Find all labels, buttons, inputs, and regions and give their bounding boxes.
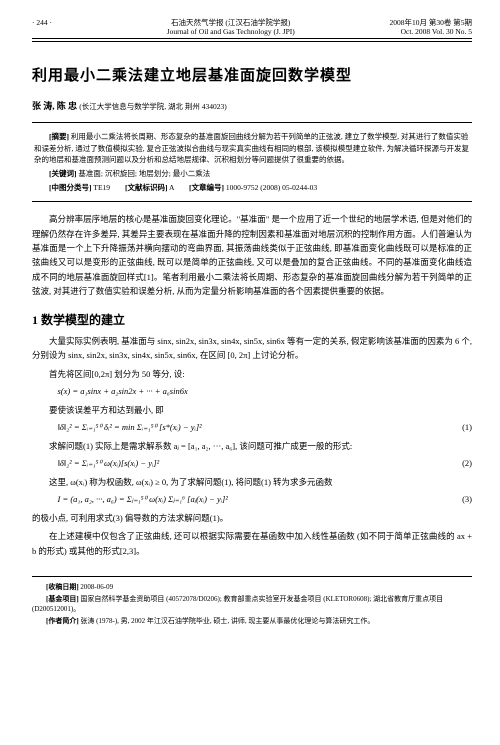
equation-3: I = (a₁, a₂, ···, a₆) = Σⱼ₌₁⁵⁰ ω(xᵢ) Σⱼ₌…	[58, 493, 473, 507]
issue-date-cn: 2008年10月 第30卷 第5期	[390, 18, 473, 27]
eqno-3: (3)	[462, 493, 472, 507]
paper-title: 利用最小二乘法建立地层基准面旋回数学模型	[32, 64, 472, 85]
abstract-block: [摘要] 利用最小二乘法将长周期、形态复杂的基准面旋回曲线分解为若干列简单的正弦…	[32, 122, 472, 202]
keywords-text: 基准面; 沉积旋回; 地层划分; 最小二乘法	[78, 169, 210, 178]
eqno-2: (2)	[462, 457, 472, 471]
fund-label: [基金项目]	[46, 595, 79, 603]
recdate-value: 2008-06-09	[80, 583, 113, 591]
issue-date-en: Oct. 2008 Vol. 30 No. 5	[390, 27, 473, 36]
keywords-label: [关键词]	[49, 169, 77, 178]
abstract-text: 利用最小二乘法将长周期、形态复杂的基准面旋回曲线分解为若干列简单的正弦波, 建立…	[34, 132, 469, 164]
author-names: 张 涛, 陈 忠	[32, 101, 77, 111]
recdate-label: [收稿日期]	[46, 583, 79, 591]
para-4: 求解问题(1) 实际上是需求解系数 aⱼ = [a₁, a₂, ···, a₆]…	[32, 439, 472, 453]
para-2: 首先将区间[0,2π] 划分为 50 等分, 设:	[32, 367, 472, 381]
para-6: 的极小点, 可利用求式(3) 偏导数的方法求解问题(1)。	[32, 511, 472, 525]
journal-title-cn: 石油天然气学报 (江汉石油学院学报)	[72, 18, 390, 27]
eqno-1: (1)	[462, 421, 472, 435]
para-5: 这里, ω(xᵢ) 称为权函数, ω(xᵢ) ≥ 0, 为了求解问题(1), 将…	[32, 475, 472, 489]
equation-1: ‖δ‖₂² = Σᵢ₌₁⁵⁰ δᵢ² = min Σᵢ₌₁⁵⁰ [s*(xᵢ) …	[58, 421, 473, 435]
affiliation: (长江大学信息与数学学院, 湖北 荆州 434023)	[79, 102, 227, 111]
equation-s: s(x) = a₁sinx + a₂sin2x + ··· + a₆sin6x	[58, 385, 473, 399]
intro-paragraph: 高分辨率层序地层的核心是基准面旋回变化理论。"基准面" 是一个应用了近一个世纪的…	[32, 212, 472, 299]
authorbio-label: [作者简介]	[46, 617, 79, 625]
para-3: 要使该误差平方和达到最小, 即	[32, 403, 472, 417]
section-1-heading: 1 数学模型的建立	[32, 311, 472, 328]
authors-line: 张 涛, 陈 忠 (长江大学信息与数学学院, 湖北 荆州 434023)	[32, 99, 472, 112]
journal-title-en: Journal of Oil and Gas Technology (J. JP…	[72, 27, 390, 36]
clc-label: [中图分类号]	[49, 183, 92, 192]
abstract-label: [摘要]	[49, 132, 69, 141]
page-header: · 244 · 石油天然气学报 (江汉石油学院学报) Journal of Oi…	[32, 18, 472, 39]
fund-value: 国家自然科学基金资助项目 (40572078/D0206); 教育部重点实验室开…	[32, 595, 443, 614]
artno-label: [文章编号]	[189, 183, 224, 192]
para-1: 大量实际实例表明, 基准面与 sinx, sin2x, sin3x, sin4x…	[32, 334, 472, 363]
equation-2: ‖δ‖₂² = Σᵢ₌₁⁵⁰ ω(xᵢ)[s(xᵢ) − yᵢ]² (2)	[58, 457, 473, 471]
artno-value: 1000-9752 (2008) 05-0244-03	[226, 183, 317, 192]
footnotes-block: [收稿日期] 2008-06-09 [基金项目] 国家自然科学基金资助项目 (4…	[32, 576, 472, 626]
para-7: 在上述建模中仅包含了正弦曲线, 还可以根据实际需要在基函数中加入线性基函数 (如…	[32, 529, 472, 558]
page-number: · 244 ·	[32, 18, 72, 36]
doccode-value: A	[169, 183, 174, 192]
doccode-label: [文献标识码]	[125, 183, 168, 192]
header-rule	[32, 41, 472, 42]
clc-value: TE19	[93, 183, 110, 192]
authorbio-value: 张涛 (1978-), 男, 2002 年江汉石油学院毕业, 硕士, 讲师, 现…	[80, 617, 374, 625]
